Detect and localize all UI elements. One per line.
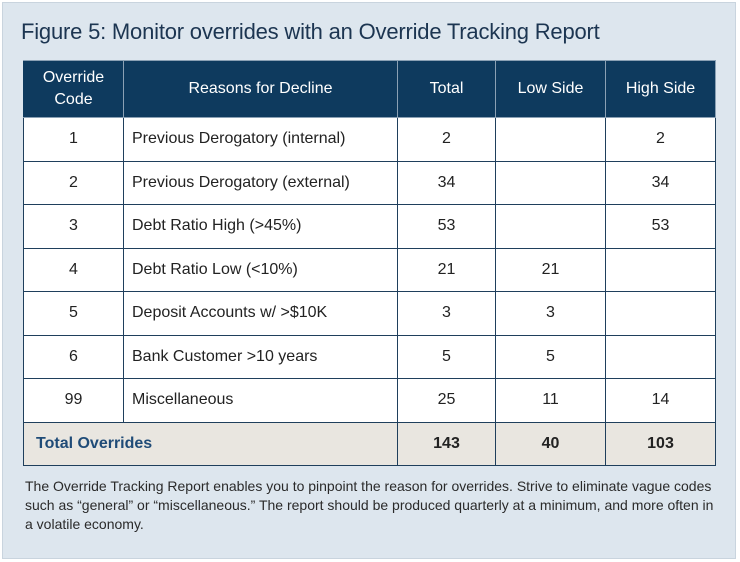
high-side-cell: 34 [605,160,716,205]
figure-caption: The Override Tracking Report enables you… [25,478,714,532]
table-row: 2 Previous Derogatory (external) 34 34 [23,160,716,205]
header-reasons-for-decline: Reasons for Decline [123,60,398,118]
header-total: Total [397,60,496,118]
low-side-cell [495,204,606,249]
totals-label: Total Overrides [23,421,398,466]
total-cell: 2 [397,117,496,162]
reason-cell: Deposit Accounts w/ >$10K [123,291,398,336]
total-cell: 5 [397,334,496,379]
reason-cell: Miscellaneous [123,378,398,423]
high-side-cell: 2 [605,117,716,162]
high-side-cell [605,247,716,292]
reason-cell: Debt Ratio High (>45%) [123,204,398,249]
high-side-cell: 53 [605,204,716,249]
override-code-cell: 1 [23,117,124,162]
total-cell: 25 [397,378,496,423]
total-cell: 34 [397,160,496,205]
high-side-cell: 14 [605,378,716,423]
reason-cell: Previous Derogatory (internal) [123,117,398,162]
override-code-cell: 99 [23,378,124,423]
override-code-cell: 4 [23,247,124,292]
table-row: 1 Previous Derogatory (internal) 2 2 [23,117,716,162]
high-side-cell [605,291,716,336]
table-row: 4 Debt Ratio Low (<10%) 21 21 [23,247,716,292]
override-code-cell: 3 [23,204,124,249]
low-side-cell: 5 [495,334,606,379]
low-side-cell [495,160,606,205]
high-side-cell [605,334,716,379]
reason-cell: Previous Derogatory (external) [123,160,398,205]
header-override-code: Override Code [23,60,124,118]
table-row: 6 Bank Customer >10 years 5 5 [23,334,716,379]
totals-row: Total Overrides 143 40 103 [23,421,716,466]
totals-high-side-cell: 103 [605,421,716,466]
override-tracking-table: Override Code Reasons for Decline Total … [23,60,716,466]
totals-low-side-cell: 40 [495,421,606,466]
totals-total-cell: 143 [397,421,496,466]
low-side-cell: 21 [495,247,606,292]
total-cell: 3 [397,291,496,336]
low-side-cell: 3 [495,291,606,336]
figure-title: Figure 5: Monitor overrides with an Over… [21,19,600,44]
reason-cell: Bank Customer >10 years [123,334,398,379]
table-row: 99 Miscellaneous 25 11 14 [23,378,716,423]
low-side-cell [495,117,606,162]
reason-cell: Debt Ratio Low (<10%) [123,247,398,292]
total-cell: 21 [397,247,496,292]
override-code-cell: 5 [23,291,124,336]
table-header-row: Override Code Reasons for Decline Total … [23,60,716,118]
table-row: 3 Debt Ratio High (>45%) 53 53 [23,204,716,249]
header-low-side: Low Side [495,60,606,118]
low-side-cell: 11 [495,378,606,423]
override-code-cell: 6 [23,334,124,379]
total-cell: 53 [397,204,496,249]
header-high-side: High Side [605,60,716,118]
override-code-cell: 2 [23,160,124,205]
table-row: 5 Deposit Accounts w/ >$10K 3 3 [23,291,716,336]
